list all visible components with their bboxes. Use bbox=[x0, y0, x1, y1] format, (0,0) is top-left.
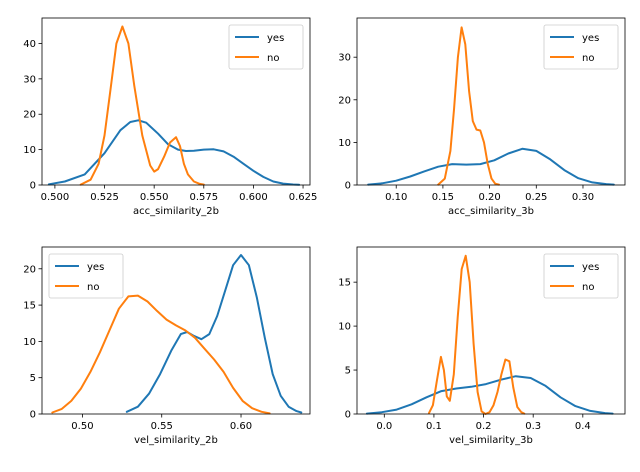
legend-label-no: no bbox=[582, 282, 594, 293]
legend-box bbox=[48, 253, 124, 299]
y-tick-label: 10 bbox=[23, 145, 36, 156]
plot-frame bbox=[356, 246, 626, 415]
series-line-yes bbox=[125, 254, 303, 414]
legend-label-yes: yes bbox=[267, 33, 284, 44]
legend-box bbox=[543, 253, 619, 299]
y-tick-label: 30 bbox=[23, 74, 36, 85]
x-tick-label: 0.3 bbox=[525, 421, 541, 432]
legend-label-yes: yes bbox=[582, 262, 599, 273]
x-axis-label: acc_similarity_3b bbox=[448, 206, 534, 217]
legend: yes no bbox=[543, 24, 619, 70]
x-tick-label: 0.55 bbox=[151, 421, 173, 432]
series-line-no bbox=[79, 25, 205, 186]
subplot-4: 0.0 0.1 0.2 0.3 0.4 0 5 10 15 vel_similarity_3b ye… bbox=[338, 246, 626, 446]
plot-frame bbox=[41, 17, 311, 186]
y-tick-label: 5 bbox=[345, 366, 351, 377]
series-line-yes bbox=[367, 147, 615, 186]
plot-frame bbox=[41, 246, 311, 415]
x-axis-label: vel_similarity_2b bbox=[134, 435, 218, 446]
x-tick-label: 0.500 bbox=[41, 192, 70, 203]
series-line-no bbox=[51, 294, 271, 415]
legend-label-no: no bbox=[87, 282, 99, 293]
x-tick-label: 0.2 bbox=[476, 421, 492, 432]
subplot-3: 0.50 0.55 0.60 0 5 10 15 20 vel_similarity_2b yes… bbox=[23, 246, 311, 446]
subplot-2: 0.10 0.15 0.20 0.25 0.30 0 10 20 30 acc_similarit… bbox=[338, 17, 626, 217]
y-tick-label: 30 bbox=[338, 53, 351, 64]
x-tick-label: 0.4 bbox=[575, 421, 591, 432]
series-line-no bbox=[437, 26, 500, 186]
x-tick-label: 0.550 bbox=[140, 192, 169, 203]
y-tick-label: 40 bbox=[23, 39, 36, 50]
x-tick-label: 0.625 bbox=[289, 192, 318, 203]
y-tick-label: 20 bbox=[23, 264, 36, 275]
y-tick-label: 0 bbox=[345, 410, 351, 421]
x-tick-label: 0.50 bbox=[71, 421, 93, 432]
x-axis-label: vel_similarity_3b bbox=[449, 435, 533, 446]
x-tick-label: 0.30 bbox=[572, 192, 594, 203]
y-tick-label: 0 bbox=[30, 410, 36, 421]
y-tick-label: 10 bbox=[23, 337, 36, 348]
x-tick-label: 0.575 bbox=[189, 192, 218, 203]
x-tick-label: 0.525 bbox=[90, 192, 119, 203]
y-tick-label: 20 bbox=[23, 110, 36, 121]
legend-label-yes: yes bbox=[87, 262, 104, 273]
plot-frame bbox=[356, 17, 626, 186]
x-tick-label: 0.25 bbox=[525, 192, 547, 203]
legend-box bbox=[543, 24, 619, 70]
y-tick-label: 10 bbox=[338, 138, 351, 149]
legend: yes no bbox=[543, 253, 619, 299]
legend: yes no bbox=[48, 253, 124, 299]
legend-box bbox=[228, 24, 304, 70]
x-tick-label: 0.60 bbox=[230, 421, 252, 432]
x-tick-label: 0.0 bbox=[376, 421, 392, 432]
y-tick-label: 15 bbox=[338, 278, 351, 289]
legend-label-yes: yes bbox=[582, 33, 599, 44]
series-line-yes bbox=[365, 375, 614, 415]
x-tick-label: 0.20 bbox=[478, 192, 500, 203]
x-tick-label: 0.15 bbox=[432, 192, 454, 203]
y-tick-label: 10 bbox=[338, 322, 351, 333]
y-tick-label: 5 bbox=[30, 373, 36, 384]
x-tick-label: 0.10 bbox=[385, 192, 407, 203]
series-line-no bbox=[428, 254, 526, 415]
x-tick-label: 0.1 bbox=[426, 421, 442, 432]
legend-label-no: no bbox=[582, 53, 594, 64]
legend: yes no bbox=[228, 24, 304, 70]
subplot-1: 0.500 0.525 0.550 0.575 0.600 0.625 0 10 20 30 40 a… bbox=[23, 17, 318, 217]
series-line-yes bbox=[47, 119, 301, 186]
y-tick-label: 20 bbox=[338, 95, 351, 106]
legend-label-no: no bbox=[267, 53, 279, 64]
x-axis-label: acc_similarity_2b bbox=[133, 206, 219, 217]
y-tick-label: 0 bbox=[30, 181, 36, 192]
y-tick-label: 15 bbox=[23, 301, 36, 312]
x-tick-label: 0.600 bbox=[239, 192, 268, 203]
y-tick-label: 0 bbox=[345, 181, 351, 192]
